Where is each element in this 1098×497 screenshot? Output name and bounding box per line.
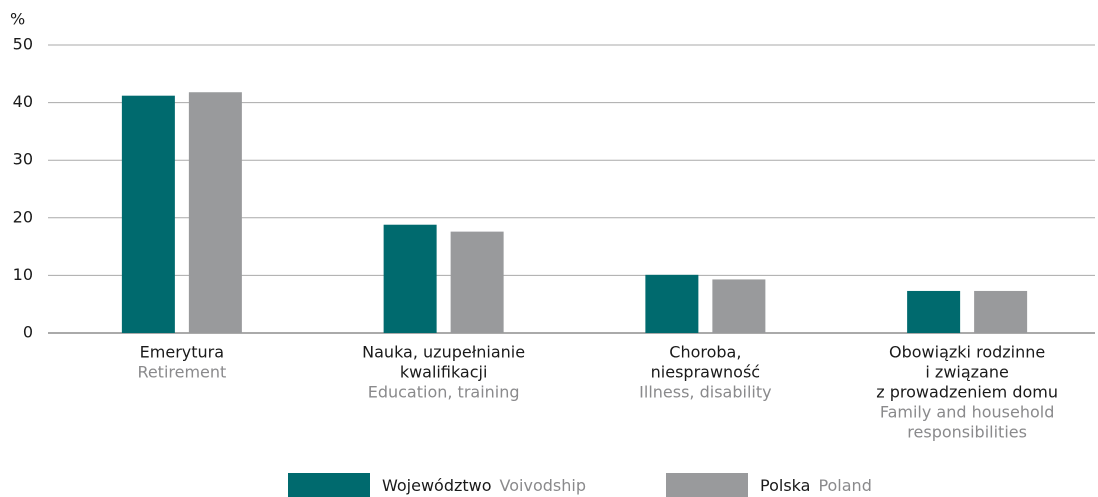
x-tick-label-translation: Retirement <box>137 363 226 382</box>
bar <box>383 224 437 333</box>
y-tick-label: 30 <box>13 150 33 169</box>
legend-translation: Voivodship <box>500 476 586 495</box>
legend-label: Województwo Voivodship <box>382 476 586 495</box>
x-tick-label-translation: Family and household <box>880 403 1055 422</box>
legend-swatch <box>666 473 748 497</box>
legend-swatch <box>288 473 370 497</box>
legend-translation: Poland <box>818 476 871 495</box>
x-tick-label-translation: Education, training <box>368 383 520 402</box>
x-tick-label: Obowiązki rodzinne <box>889 343 1045 362</box>
y-tick-label: 20 <box>13 207 33 226</box>
y-tick-label: 50 <box>13 35 33 54</box>
bar <box>974 290 1028 333</box>
x-tick-label-translation: Illness, disability <box>639 383 771 402</box>
legend-label: Polska Poland <box>760 476 872 495</box>
legend-name: Polska <box>760 476 810 495</box>
x-tick-label: Choroba, <box>669 343 741 362</box>
y-tick-label: 0 <box>23 323 33 342</box>
bar <box>645 274 699 333</box>
x-tick-label-translation: responsibilities <box>907 423 1027 442</box>
bar <box>188 92 242 334</box>
bar <box>712 279 766 333</box>
y-tick-label: 10 <box>13 265 33 284</box>
x-tick-label: Nauka, uzupełnianie <box>362 343 525 362</box>
x-tick-label: kwalifikacji <box>400 363 488 382</box>
x-tick-label: i związane <box>925 363 1008 382</box>
y-unit: % <box>10 10 25 29</box>
x-tick-label: niesprawność <box>651 363 760 382</box>
x-tick-label: Emerytura <box>140 343 224 362</box>
y-tick-label: 40 <box>13 92 33 111</box>
x-tick-label: z prowadzeniem domu <box>876 383 1058 402</box>
bar <box>450 231 504 333</box>
bar <box>907 290 961 333</box>
bar <box>121 95 175 333</box>
legend-name: Województwo <box>382 476 492 495</box>
